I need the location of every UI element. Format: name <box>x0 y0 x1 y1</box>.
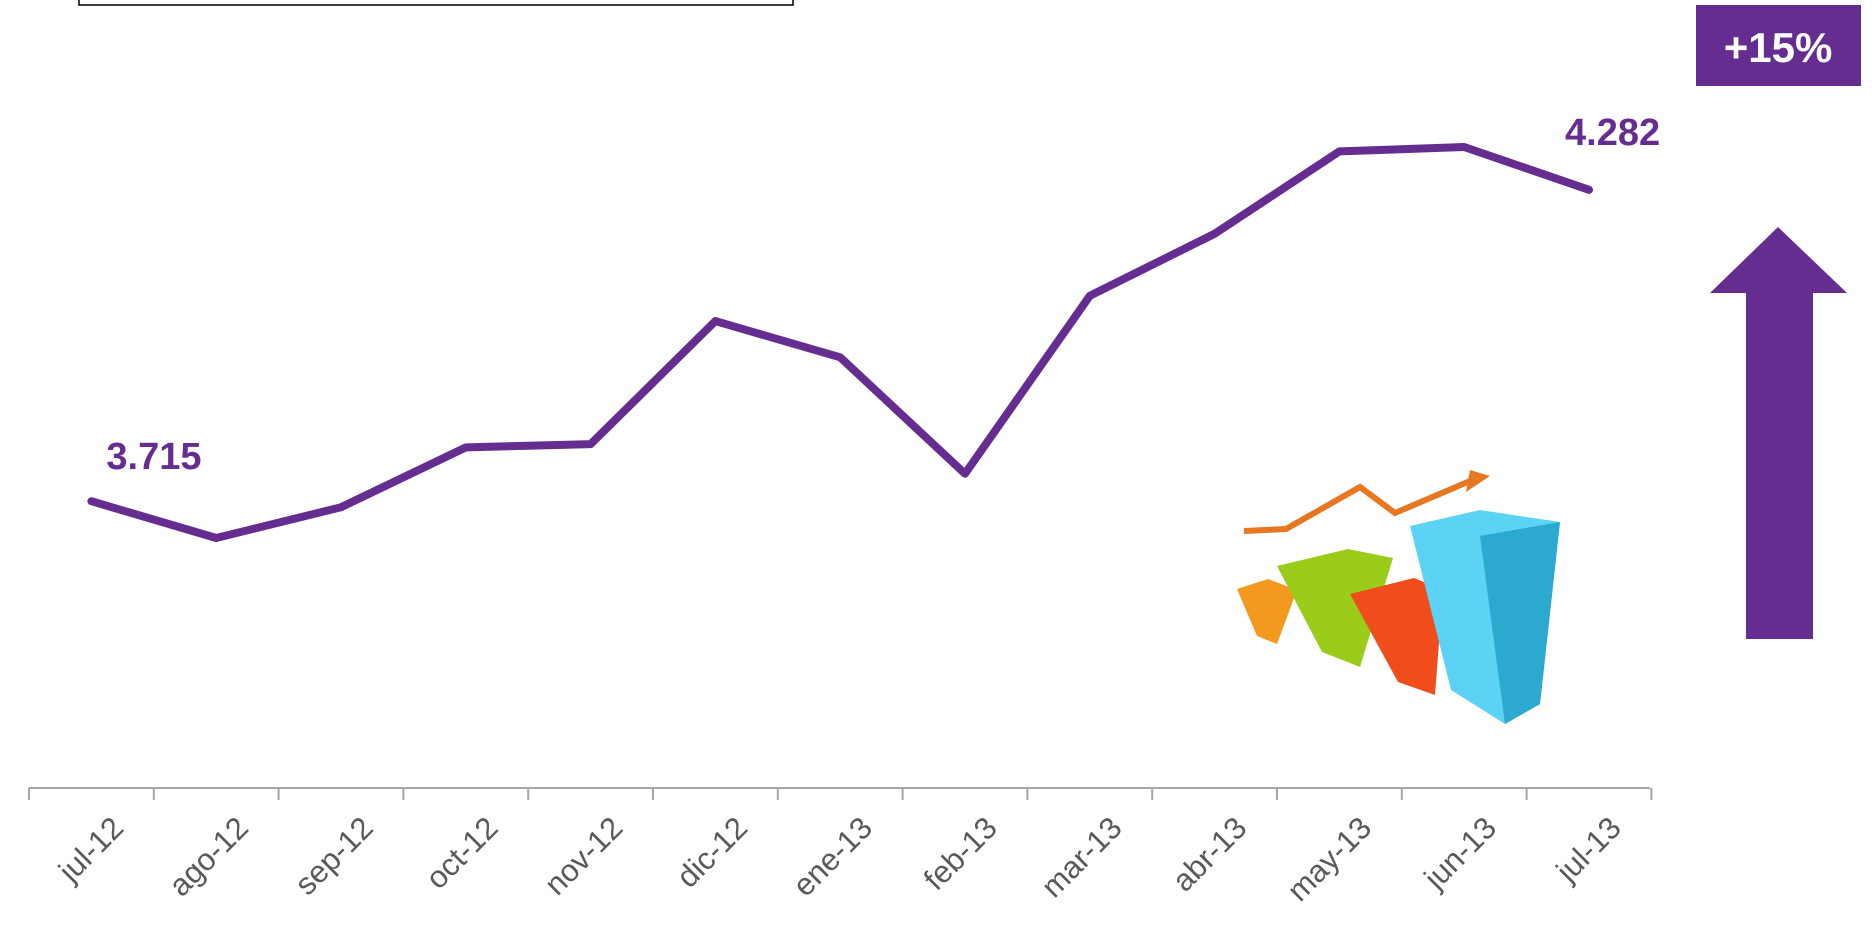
x-tick-label: mar-13 <box>1034 810 1128 904</box>
x-tick-label: ene-13 <box>786 810 879 903</box>
x-tick-label: feb-13 <box>917 810 1004 897</box>
x-tick-label: nov-12 <box>538 810 630 902</box>
clip-art-arrow-head <box>1466 470 1490 492</box>
up-arrow <box>1710 227 1847 639</box>
x-tick-label: abr-13 <box>1165 810 1253 898</box>
x-tick-label: sep-12 <box>288 810 380 902</box>
title-box <box>79 0 793 5</box>
x-tick-label: oct-12 <box>419 810 505 896</box>
clip-art <box>1237 470 1560 724</box>
x-tick-label: jul-12 <box>51 810 130 889</box>
x-tick-label: dic-12 <box>670 810 754 894</box>
data-line <box>91 147 1589 538</box>
data-label: 4.282 <box>1565 112 1660 154</box>
x-tick-label: may-13 <box>1280 810 1378 908</box>
data-label: 3.715 <box>106 436 201 478</box>
chart: +15% jul-12 ago-12 sep-12 oct-12 nov-12 dic-1… <box>0 0 1872 940</box>
clip-art-bar <box>1237 579 1297 644</box>
x-tick-label: jul-13 <box>1549 810 1628 889</box>
change-label: +15% <box>1724 24 1833 71</box>
x-tick-label: jun-13 <box>1417 810 1503 896</box>
x-tick-label: ago-12 <box>162 810 255 903</box>
